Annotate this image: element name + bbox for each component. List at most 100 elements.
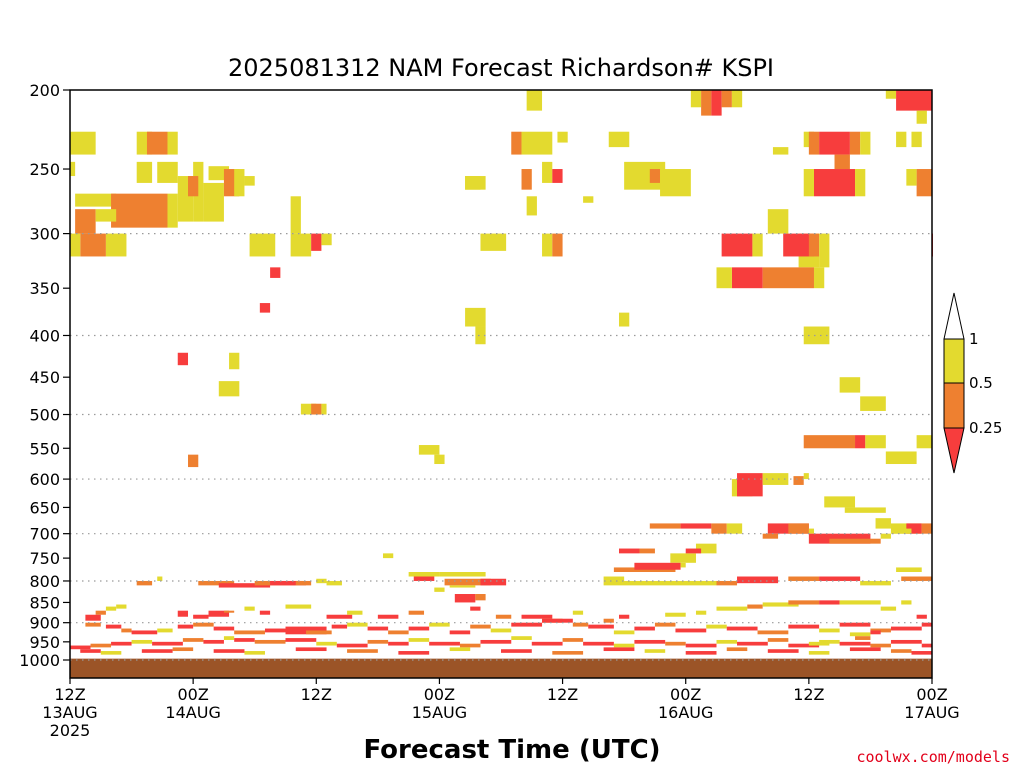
ri-cell-174: [377, 614, 399, 619]
ri-cell-220: [634, 626, 655, 631]
ri-cell-18: [203, 182, 224, 222]
ri-cell-185: [716, 606, 748, 611]
y-tick-label-600: 600: [29, 470, 60, 489]
ri-cell-28: [270, 267, 281, 278]
ri-cell-6: [157, 161, 178, 183]
ri-cell-163: [85, 614, 101, 621]
ri-cell-104: [762, 473, 789, 485]
ri-cell-115: [670, 553, 696, 563]
ri-cell-199: [177, 624, 194, 629]
ri-cell-106: [803, 473, 809, 480]
ri-cell-242: [285, 638, 317, 642]
ri-cell-71: [819, 233, 830, 268]
ri-cell-178: [521, 614, 553, 619]
ri-cell-147: [434, 587, 445, 592]
ri-cell-198: [157, 628, 173, 633]
ri-cell-154: [198, 580, 235, 586]
y-tick-label-500: 500: [29, 406, 60, 425]
ri-cell-63: [721, 90, 732, 108]
ri-cell-74: [762, 267, 814, 289]
ri-cell-261: [767, 638, 789, 642]
ri-cell-96: [860, 396, 886, 411]
legend-bin-below-0-25: [943, 427, 965, 474]
ri-cell-260: [737, 641, 768, 646]
x-tick-label-3-1: 15AUG: [412, 703, 467, 722]
ri-cell-109: [875, 518, 891, 529]
ri-cell-292: [911, 651, 932, 655]
ri-cell-130: [901, 576, 932, 581]
ri-cell-79: [819, 131, 850, 155]
ri-cell-195: [105, 624, 122, 629]
ri-cell-73: [716, 267, 732, 289]
ri-cell-203: [264, 628, 286, 633]
ri-cell-42: [475, 326, 486, 345]
ri-cell-76: [772, 147, 789, 155]
ri-cell-191: [880, 606, 897, 611]
ri-cell-84: [803, 169, 814, 197]
ri-cell-92: [916, 110, 927, 124]
ri-cell-21: [234, 169, 245, 197]
ri-cell-240: [234, 638, 255, 642]
ri-cell-273: [100, 651, 122, 655]
legend-bin-0-25-0-5: [943, 382, 965, 429]
x-tick-label-7-1: 17AUG: [904, 703, 959, 722]
ri-cell-54: [583, 196, 594, 203]
ri-cell-150: [449, 585, 476, 588]
ri-cell-33: [300, 403, 317, 415]
ri-cell-264: [839, 641, 871, 646]
gridlines: [70, 232, 932, 661]
ri-cell-36: [188, 454, 199, 468]
ri-cell-188: [788, 600, 820, 605]
ri-cell-241: [254, 639, 286, 644]
ri-cell-10: [75, 209, 96, 234]
ri-cell-107: [824, 496, 856, 508]
ri-cell-90: [885, 90, 897, 99]
ri-cell-192: [901, 600, 912, 605]
ri-cell-30: [177, 352, 189, 366]
ri-cell-112: [680, 523, 712, 529]
ri-cell-262: [788, 643, 820, 648]
ri-cell-257: [665, 641, 686, 646]
ri-cell-131: [896, 567, 922, 573]
ri-cell-286: [685, 651, 717, 655]
ri-cell-162: [95, 610, 106, 615]
ri-cell-291: [890, 649, 912, 653]
ri-cell-24: [290, 196, 301, 234]
ri-cell-81: [860, 131, 871, 155]
ri-cell-211: [429, 622, 450, 627]
ri-cell-58: [660, 169, 691, 197]
ri-cell-223: [706, 624, 727, 629]
ri-cell-140: [890, 528, 912, 534]
ri-cell-136: [829, 538, 881, 544]
x-tick-label-1-1: 14AUG: [165, 703, 220, 722]
ri-cell-234: [111, 641, 132, 646]
ri-cell-249: [459, 643, 481, 648]
ri-cell-144: [439, 572, 486, 577]
y-tick-label-800: 800: [29, 572, 60, 591]
ri-cell-22: [244, 176, 255, 186]
ground-fill: [70, 658, 932, 678]
y-tick-label-400: 400: [29, 326, 60, 345]
ri-cell-134: [808, 528, 814, 534]
ri-cell-181: [603, 618, 614, 623]
ri-cell-85: [855, 169, 866, 197]
ri-cell-95: [839, 377, 861, 393]
ri-cell-183: [665, 612, 686, 617]
ri-cell-197: [131, 630, 158, 635]
ri-cell-65: [767, 209, 789, 234]
ri-cell-0: [70, 131, 96, 155]
ri-cell-254: [583, 641, 614, 646]
legend-label-1: 0.5: [969, 374, 993, 392]
ri-cell-29: [259, 303, 271, 313]
x-tick-label-0-2: 2025: [50, 721, 91, 740]
ri-cell-221: [654, 622, 676, 627]
ri-cell-256: [634, 639, 666, 644]
ri-cell-224: [726, 626, 758, 631]
ri-cell-287: [726, 647, 748, 652]
ri-cell-114: [726, 523, 743, 534]
ri-cell-276: [213, 649, 245, 653]
ri-cell-8: [111, 193, 168, 228]
ri-cell-72: [731, 267, 763, 289]
ri-cell-290: [849, 647, 881, 652]
x-tick-label-5-1: 16AUG: [658, 703, 713, 722]
